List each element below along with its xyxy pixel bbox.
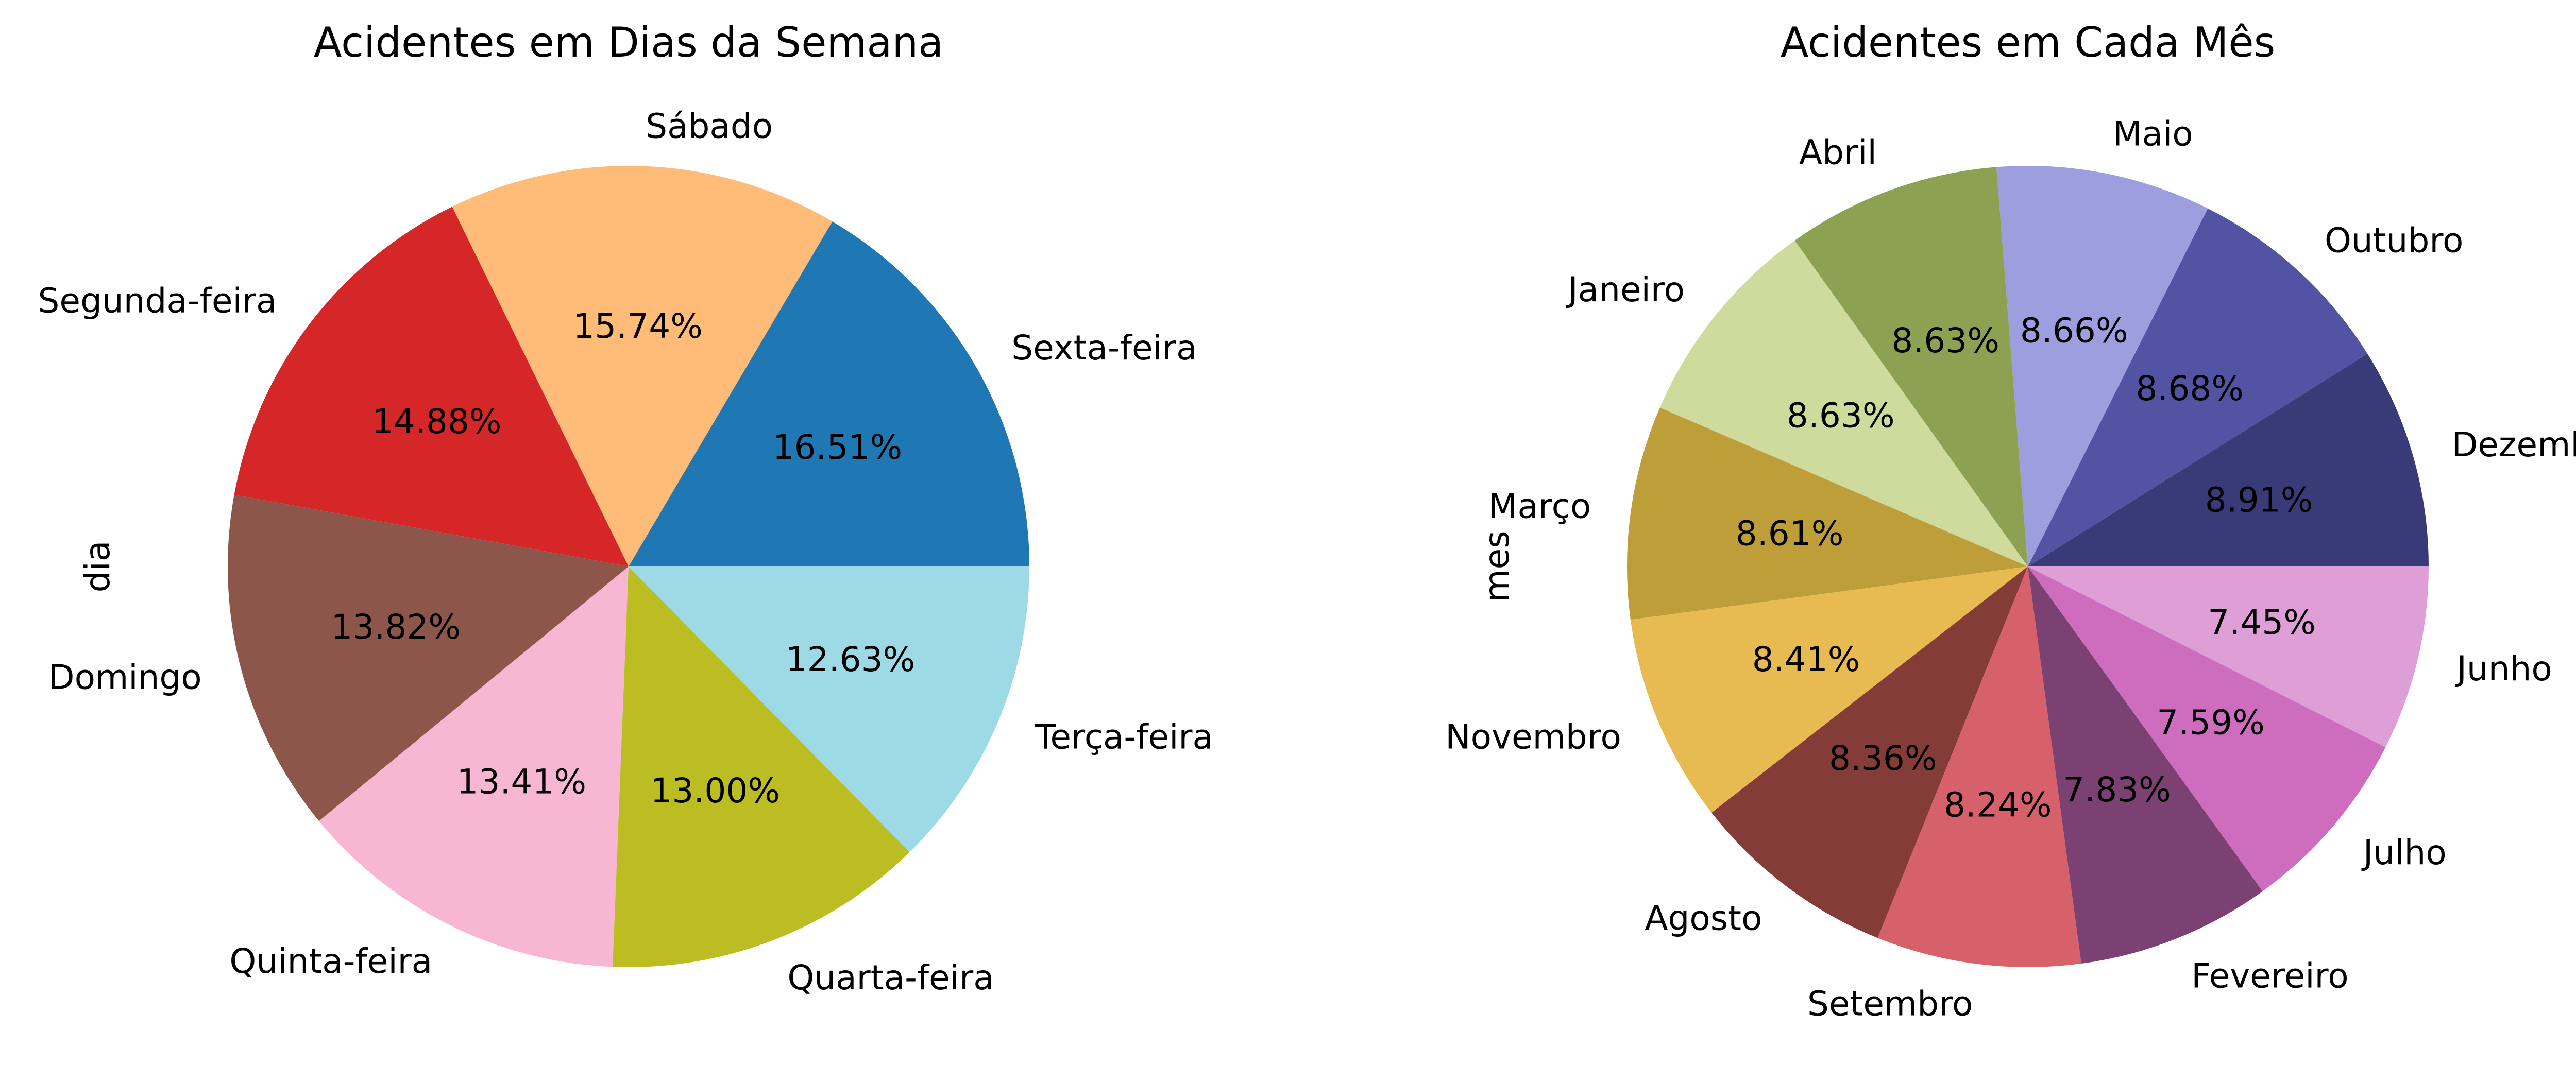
weekday-label-sexta-feira: Sexta-feira <box>1011 328 1197 368</box>
month-label-abril: Abril <box>1799 132 1877 172</box>
month-chart-title: Acidentes em Cada Mês <box>1781 19 2276 66</box>
weekday-pct-label-sexta-feira: 16.51% <box>773 427 903 467</box>
weekday-pct-label-terca-feira: 12.63% <box>786 640 916 679</box>
weekday-label-quarta-feira: Quarta-feira <box>787 958 994 998</box>
month-label-dezembro: Dezembro <box>2451 425 2576 465</box>
month-slice-setembro <box>1877 566 2081 967</box>
month-label-janeiro: Janeiro <box>1566 270 1685 310</box>
month-slice-dezembro <box>2028 353 2429 566</box>
weekday-pct-label-quarta-feira: 13.00% <box>650 771 780 811</box>
month-label-agosto: Agosto <box>1645 899 1762 938</box>
month-labels: 8.91% Dezembro 8.68% Outubro 8.66% Maio 8.63% A… <box>1445 114 2576 1024</box>
month-label-setembro: Setembro <box>1807 984 1973 1024</box>
month-slice-julho <box>2028 566 2386 891</box>
month-slices <box>1627 166 2429 967</box>
month-slice-agosto <box>1711 566 2028 938</box>
month-pct-label-setembro: 8.24% <box>1944 785 2052 825</box>
weekday-slices <box>228 166 1029 967</box>
month-slice-maio <box>1996 166 2208 567</box>
month-label-novembro: Novembro <box>1445 717 1621 757</box>
month-label-fevereiro: Fevereiro <box>2191 956 2348 995</box>
month-slice-outubro <box>2028 208 2368 567</box>
weekday-pct-label-domingo: 13.82% <box>331 607 461 647</box>
month-slice-junho <box>2028 566 2429 748</box>
weekday-labels: 16.51% Sexta-feira 15.74% Sábado 14.88% Segun… <box>38 106 1213 997</box>
weekday-slice-quarta-feira <box>613 566 910 967</box>
weekday-slice-sexta-feira <box>629 221 1029 566</box>
weekday-slice-domingo <box>228 494 629 821</box>
month-pct-label-junho: 7.45% <box>2208 603 2316 642</box>
weekday-pie-chart: Acidentes em Dias da Semana dia 16.51% Se… <box>38 19 1213 998</box>
weekday-label-terca-feira: Terça-feira <box>1035 717 1213 757</box>
month-pct-label-outubro: 8.68% <box>2136 369 2244 408</box>
month-pct-label-agosto: 8.36% <box>1829 738 1937 778</box>
month-pct-label-janeiro: 8.63% <box>1787 396 1895 435</box>
month-label-maio: Maio <box>2113 114 2193 154</box>
weekday-label-domingo: Domingo <box>48 658 202 697</box>
weekday-chart-title: Acidentes em Dias da Semana <box>314 19 943 66</box>
weekday-slice-terca-feira <box>629 566 1029 852</box>
month-slice-fevereiro <box>2028 566 2263 964</box>
weekday-chart-ylabel: dia <box>78 541 117 593</box>
month-pct-label-dezembro: 8.91% <box>2205 480 2313 520</box>
month-slice-janeiro <box>1659 241 2028 566</box>
month-pct-label-abril: 8.63% <box>1891 321 1999 360</box>
month-pct-label-maio: 8.66% <box>2020 311 2128 350</box>
weekday-label-segunda-feira: Segunda-feira <box>38 281 277 320</box>
month-pct-label-julho: 7.59% <box>2157 703 2265 743</box>
month-slice-marco <box>1627 407 2028 620</box>
month-chart-ylabel: mes <box>1477 530 1517 602</box>
weekday-label-sabado: Sábado <box>646 106 773 146</box>
weekday-pct-label-sabado: 15.74% <box>573 306 703 346</box>
month-slice-abril <box>1794 167 2028 566</box>
month-pct-label-novembro: 8.41% <box>1752 640 1860 679</box>
month-label-outubro: Outubro <box>2325 221 2463 261</box>
month-pct-label-marco: 8.61% <box>1736 514 1844 554</box>
weekday-pct-label-quinta-feira: 13.41% <box>456 762 586 802</box>
weekday-slice-quinta-feira <box>319 566 629 967</box>
month-pct-label-fevereiro: 7.83% <box>2063 770 2171 810</box>
weekday-pct-label-segunda-feira: 14.88% <box>372 402 502 441</box>
month-label-marco: Março <box>1488 486 1591 526</box>
month-slice-novembro <box>1630 566 2028 813</box>
weekday-label-quinta-feira: Quinta-feira <box>229 941 432 981</box>
weekday-slice-sabado <box>452 166 833 566</box>
month-label-junho: Junho <box>2454 649 2552 689</box>
weekday-slice-segunda-feira <box>234 207 629 566</box>
month-label-julho: Julho <box>2361 833 2447 872</box>
month-pie-chart: Acidentes em Cada Mês mes 8.91%Dezembro8… <box>1445 19 2576 1024</box>
